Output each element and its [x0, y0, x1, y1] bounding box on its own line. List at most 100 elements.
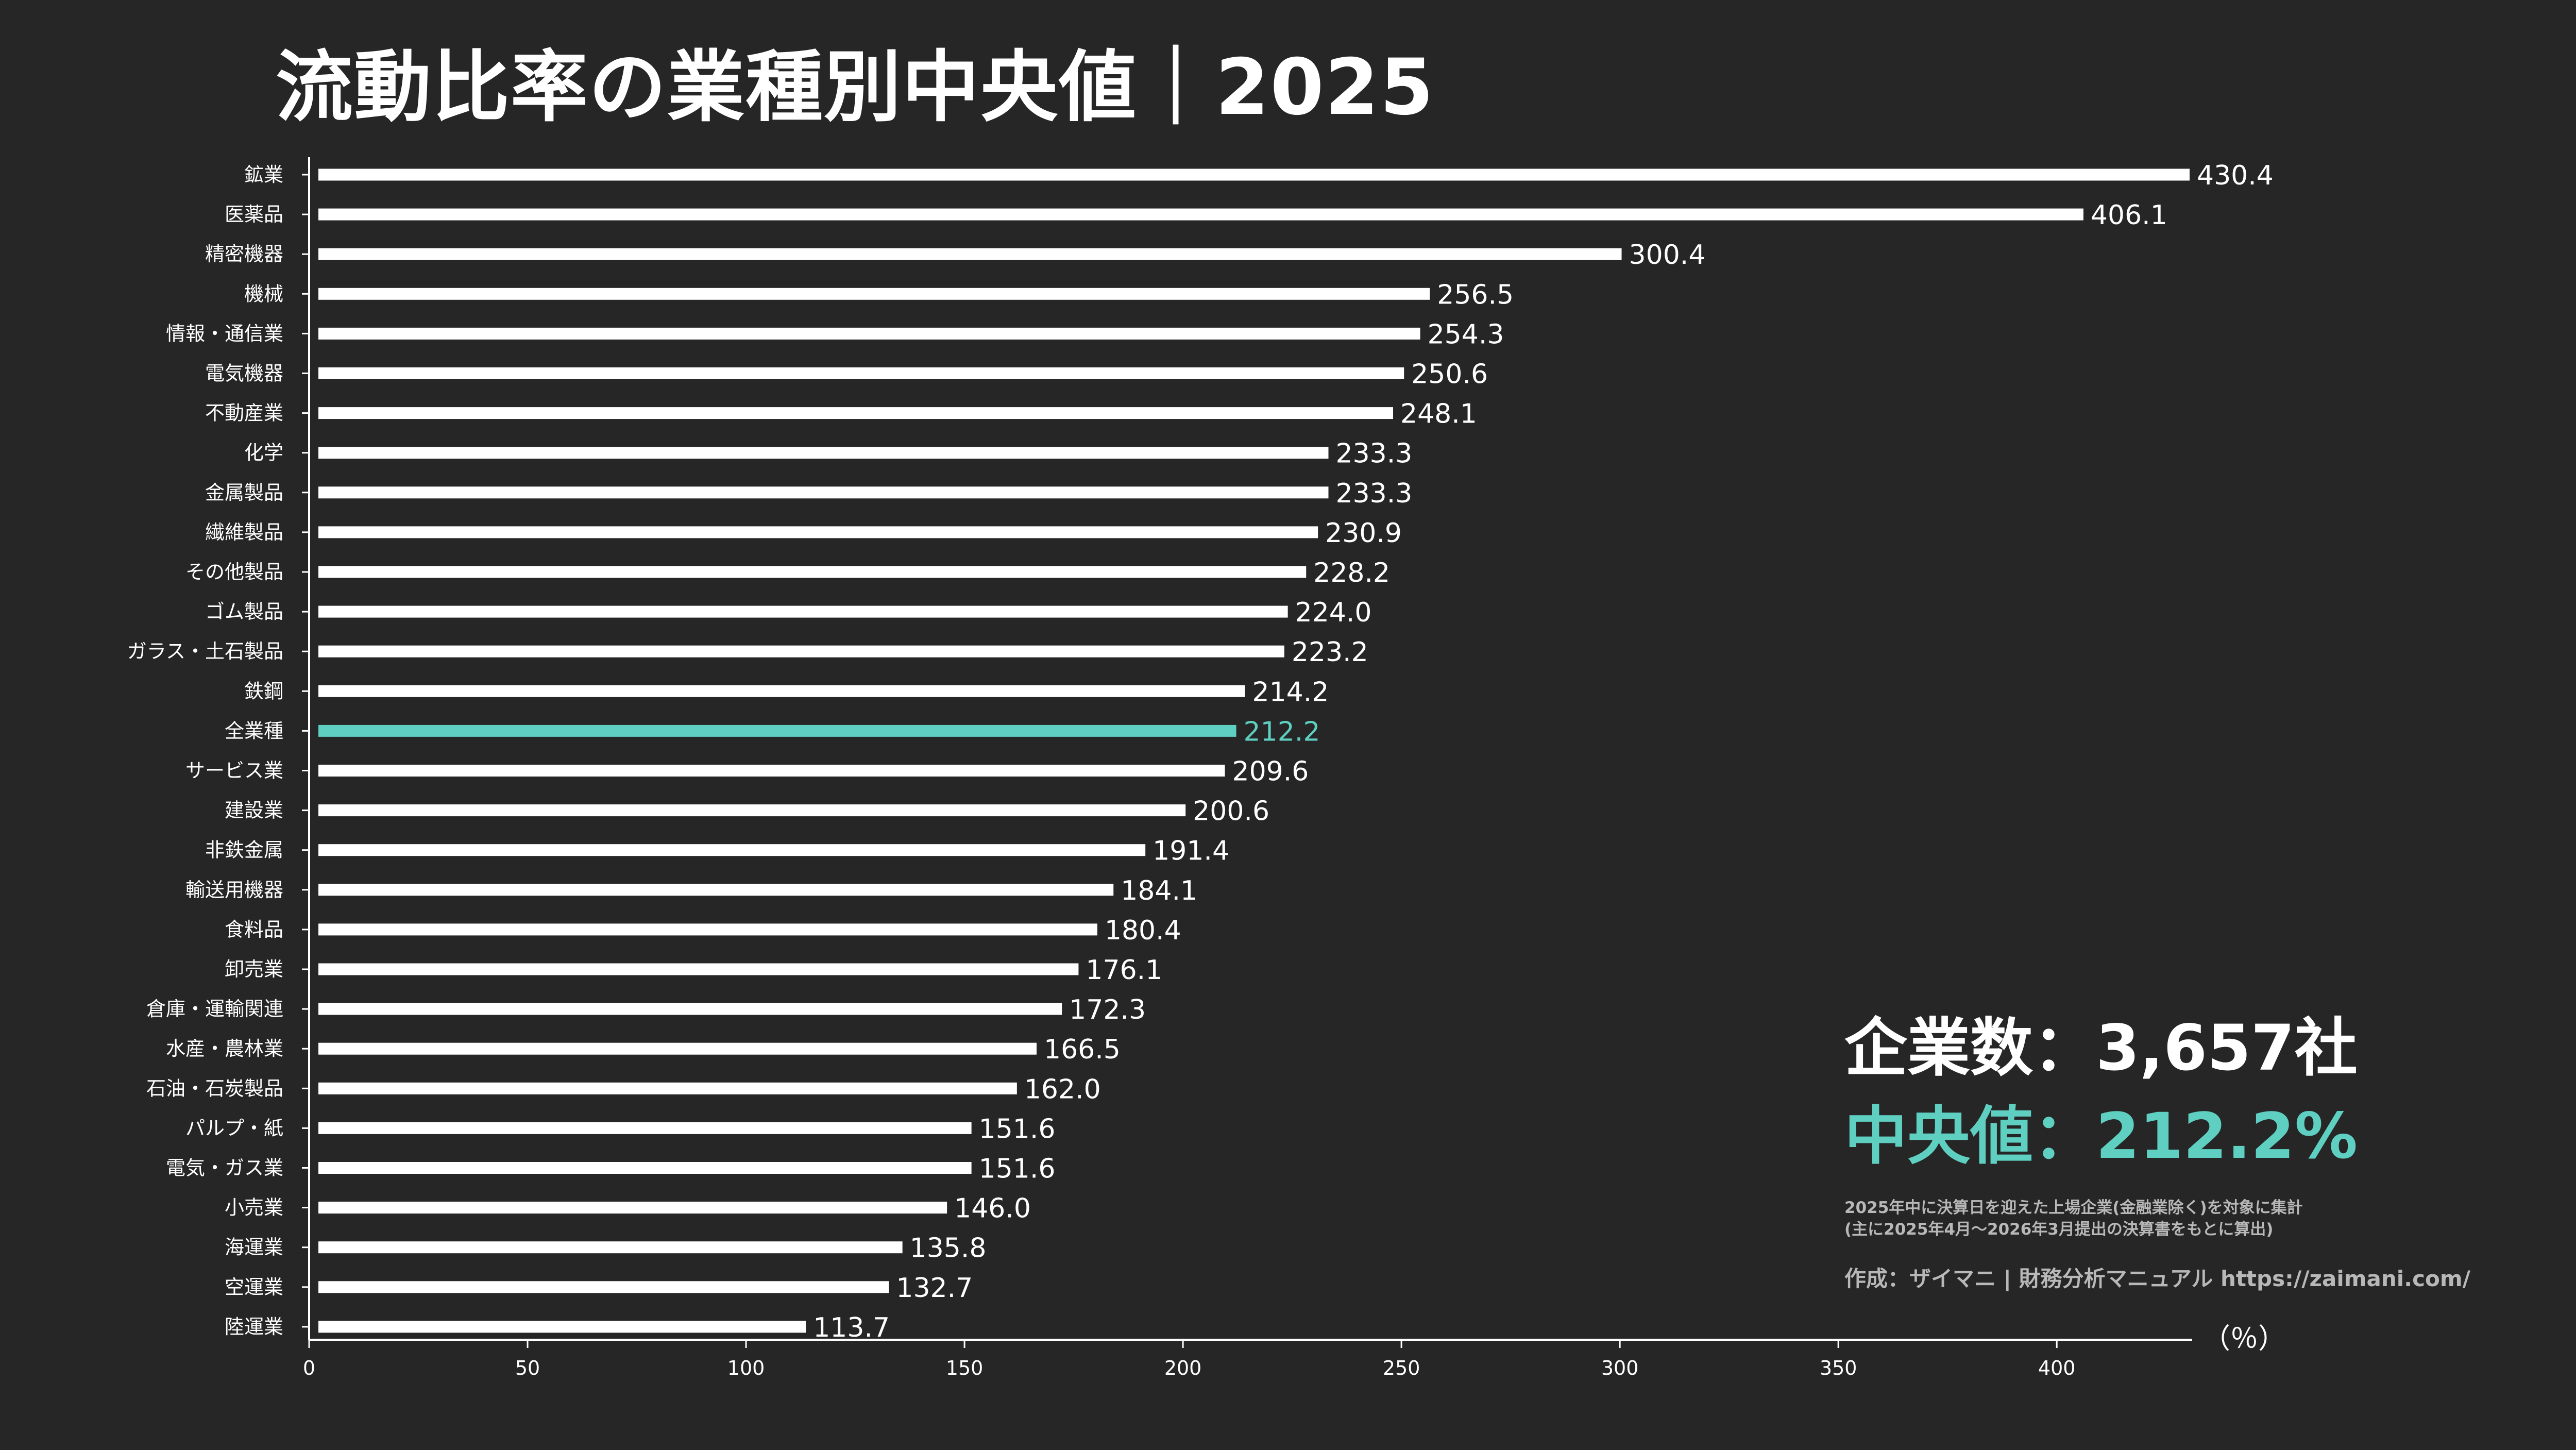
x-tick-label: 50	[515, 1357, 540, 1379]
value-label: 180.4	[1105, 915, 1181, 946]
x-tick-label: 250	[1383, 1357, 1420, 1379]
bar	[318, 605, 1288, 618]
highlight-bar	[318, 724, 1236, 737]
category-label: 精密機器	[205, 243, 283, 265]
bar	[318, 765, 1225, 777]
bar	[318, 407, 1394, 419]
value-label: 250.6	[1411, 359, 1488, 390]
x-tick-label: 350	[1820, 1357, 1857, 1379]
x-axis-unit-label: （％）	[2202, 1322, 2286, 1355]
category-label: 金属製品	[205, 481, 283, 504]
bar	[318, 923, 1097, 936]
bar	[318, 1082, 1017, 1094]
value-label: 191.4	[1153, 836, 1229, 867]
category-label: 空運業	[225, 1276, 283, 1299]
x-tick-label: 0	[303, 1357, 315, 1379]
category-label: 不動産業	[205, 402, 283, 425]
bar	[318, 645, 1284, 657]
x-tick-label: 200	[1164, 1357, 1202, 1379]
company-count: 企業数：3,657社	[1844, 1011, 2358, 1085]
category-label: 水産・農林業	[166, 1037, 283, 1060]
value-label: 256.5	[1437, 279, 1514, 310]
bar	[318, 1202, 947, 1214]
category-label: 電気機器	[205, 362, 283, 385]
category-label: その他製品	[185, 561, 283, 583]
category-label: 海運業	[225, 1236, 283, 1259]
value-label: 406.1	[2091, 200, 2167, 231]
category-label: 情報・通信業	[166, 322, 283, 345]
value-label: 200.6	[1193, 796, 1269, 827]
value-label: 230.9	[1325, 518, 1402, 549]
category-label: 全業種	[225, 719, 283, 742]
category-label: 建設業	[225, 799, 283, 822]
value-label: 162.0	[1024, 1074, 1101, 1105]
aggregation-note: 2025年中に決算日を迎えた上場企業(金融業除く)を対象に集計	[1844, 1199, 2303, 1218]
value-label: 228.2	[1313, 558, 1390, 588]
category-label: サービス業	[185, 760, 283, 782]
category-label: 鉱業	[244, 163, 283, 186]
source-note: (主に2025年4月～2026年3月提出の決算書をもとに算出)	[1844, 1220, 2274, 1239]
bar	[318, 526, 1318, 538]
value-label: 151.6	[979, 1114, 1056, 1144]
value-label: 184.1	[1121, 875, 1197, 906]
bar	[318, 367, 1404, 379]
category-label: ガラス・土石製品	[127, 640, 283, 663]
value-label: 209.6	[1232, 756, 1309, 787]
value-label: 176.1	[1086, 955, 1162, 986]
bar	[318, 566, 1307, 578]
summary-panel: 企業数：3,657社 中央値：212.2% 2025年中に決算日を迎えた上場企業…	[1844, 1007, 2470, 1293]
x-tick-label: 300	[1601, 1357, 1639, 1379]
value-label: 223.2	[1292, 637, 1368, 668]
category-label: 医薬品	[225, 203, 283, 226]
category-label: ゴム製品	[205, 600, 283, 623]
category-label: 鉄鋼	[244, 680, 283, 702]
x-tick-label: 400	[2038, 1357, 2076, 1379]
bar	[318, 1321, 806, 1333]
category-label: 陸運業	[225, 1316, 283, 1338]
bar	[318, 1122, 972, 1134]
bar	[318, 327, 1420, 340]
x-tick-label: 150	[946, 1357, 984, 1379]
value-label: 151.6	[979, 1154, 1056, 1185]
value-label: 172.3	[1069, 994, 1146, 1025]
category-label: 倉庫・運輸関連	[146, 998, 283, 1020]
value-label: 254.3	[1428, 319, 1504, 350]
category-label: 繊維製品	[205, 521, 283, 544]
bar	[318, 963, 1079, 975]
category-label: 小売業	[225, 1196, 283, 1219]
bar	[318, 248, 1622, 260]
value-label: 135.8	[910, 1233, 987, 1264]
bar	[318, 288, 1430, 300]
bar	[318, 486, 1329, 499]
category-label: 化学	[244, 442, 283, 464]
value-label: 166.5	[1044, 1034, 1121, 1065]
bar	[318, 447, 1329, 459]
bar	[318, 1003, 1062, 1015]
value-label: 214.2	[1252, 677, 1329, 707]
value-label: 300.4	[1629, 240, 1706, 271]
category-label: 非鉄金属	[205, 839, 283, 862]
bar	[318, 1042, 1037, 1055]
category-label: 石油・石炭製品	[146, 1077, 283, 1100]
credit-text: 作成：ザイマニ | 財務分析マニュアル https://zaimani.com/	[1844, 1266, 2470, 1291]
category-label: 機械	[244, 282, 283, 305]
value-label: 233.3	[1335, 478, 1412, 509]
category-label: パルプ・紙	[185, 1117, 283, 1139]
category-label: 輸送用機器	[185, 879, 283, 901]
value-label: 430.4	[2197, 160, 2274, 191]
bar	[318, 884, 1114, 896]
bar	[318, 168, 2190, 181]
bar	[318, 1162, 972, 1174]
x-tick-label: 100	[727, 1357, 765, 1379]
value-label: 132.7	[896, 1273, 973, 1304]
bar	[318, 804, 1186, 817]
median-value: 中央値：212.2%	[1844, 1099, 2358, 1173]
value-label: 224.0	[1295, 597, 1372, 628]
category-label: 食料品	[225, 918, 283, 941]
chart-title: 流動比率の業種別中央値｜2025	[276, 43, 1435, 132]
bar	[318, 208, 2083, 221]
value-label: 146.0	[954, 1193, 1031, 1224]
category-label: 卸売業	[225, 958, 283, 981]
bar	[318, 844, 1146, 856]
